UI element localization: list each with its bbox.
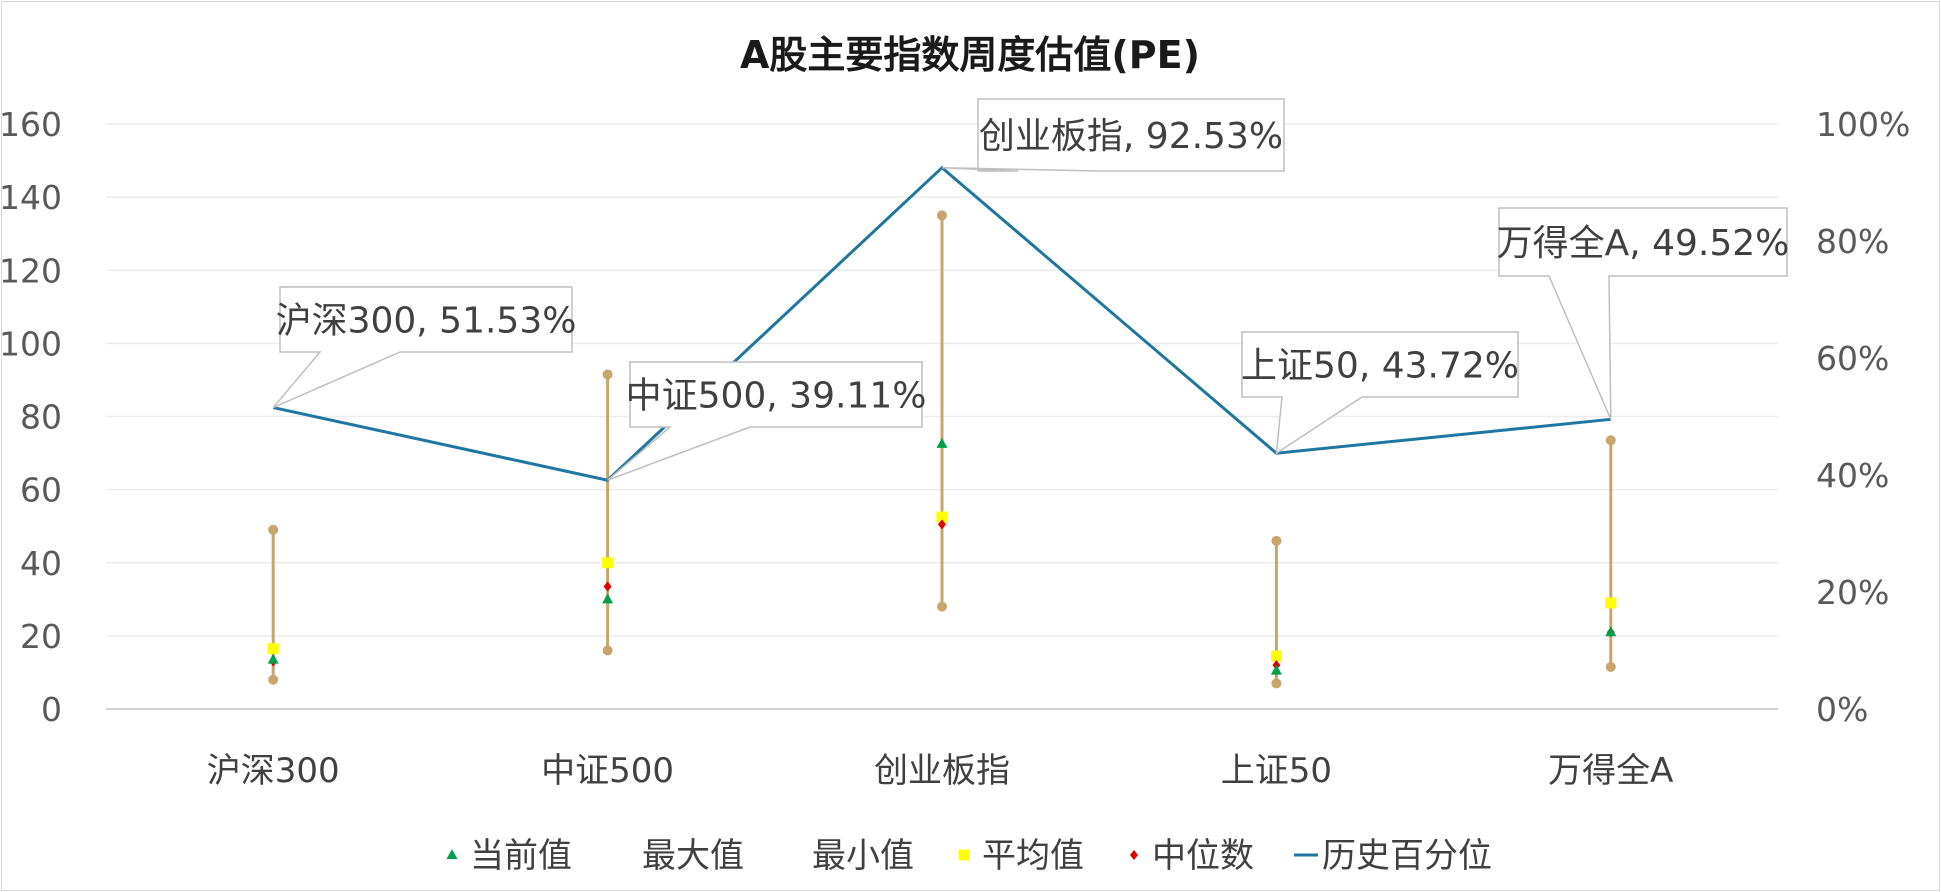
marker-1-1 [602, 369, 613, 380]
legend-swatch [1130, 850, 1138, 860]
marker-0-3 [1270, 664, 1282, 675]
left-tick-label: 160 [2, 105, 62, 144]
marker-1-3 [1271, 535, 1282, 546]
marker-0-1 [602, 593, 614, 604]
left-tick-label: 80 [20, 398, 62, 437]
callout-label: 创业板指, 92.53% [979, 116, 1283, 157]
left-tick-label: 60 [20, 471, 62, 510]
marker-2-3 [1271, 678, 1282, 689]
marker-4-1 [603, 581, 612, 592]
right-tick-label: 100% [1816, 105, 1910, 144]
marker-3-1 [602, 557, 614, 569]
callout-box [607, 361, 923, 481]
marker-2-1 [602, 645, 613, 656]
left-tick-label: 100 [2, 324, 62, 363]
marker-1-2 [937, 210, 947, 221]
marker-3-4 [1605, 597, 1617, 609]
marker-0-2 [936, 437, 948, 448]
legend-label: 最小值 [812, 836, 914, 876]
category-label: 中证500 [541, 751, 674, 791]
right-axis-ticks: 0% 20% 40% 60% 80% 100% [1816, 105, 1910, 729]
category-label: 沪深300 [207, 751, 340, 791]
callout-box [1498, 207, 1788, 420]
callout-label: 沪深300, 51.53% [276, 301, 577, 342]
category-label: 万得全A [1548, 751, 1673, 791]
right-tick-label: 20% [1816, 573, 1889, 612]
legend: 当前值 最大值 最小值 平均值 中位数 历史百分位 [446, 836, 1492, 876]
callout-box [941, 98, 1285, 172]
category-label: 创业板指 [874, 751, 1010, 791]
category-label: 上证50 [1221, 751, 1332, 791]
marker-3-2 [936, 511, 948, 523]
callout-box [1241, 331, 1519, 455]
right-tick-label: 80% [1816, 222, 1889, 261]
marker-0-4 [1605, 626, 1617, 637]
callout-label: 中证500, 39.11% [626, 376, 927, 417]
legend-swatch [958, 849, 970, 861]
callout-label: 万得全A, 49.52% [1497, 223, 1790, 264]
callout-box [272, 286, 573, 409]
left-tick-label: 40 [20, 544, 62, 583]
range-bars [271, 215, 1613, 684]
callout-labels: 沪深300, 51.53% 中证500, 39.11% 创业板指, 92.53% 上证… [272, 98, 1790, 481]
marker-1-0 [268, 524, 279, 535]
left-axis-ticks: 0 20 40 60 80 100 120 140 160 [2, 105, 62, 729]
marker-1-4 [1605, 435, 1616, 446]
right-tick-label: 60% [1816, 339, 1889, 378]
legend-label: 历史百分位 [1322, 836, 1492, 876]
marker-2-0 [268, 674, 279, 685]
right-tick-label: 0% [1816, 690, 1868, 729]
callout-label: 上证50, 43.72% [1241, 346, 1519, 387]
marker-2-2 [937, 601, 947, 612]
legend-label: 当前值 [470, 836, 572, 876]
marker-3-0 [267, 643, 279, 655]
marker-0-0 [267, 653, 279, 664]
marker-2-4 [1605, 661, 1616, 672]
category-labels: 沪深300 中证500 创业板指 上证50 万得全A [207, 751, 1674, 791]
legend-label: 中位数 [1152, 836, 1254, 876]
left-tick-label: 0 [41, 690, 62, 729]
data-markers [267, 210, 1617, 689]
left-tick-label: 20 [20, 617, 62, 656]
legend-label: 最大值 [642, 836, 744, 876]
right-tick-label: 40% [1816, 456, 1889, 495]
legend-label: 平均值 [982, 836, 1084, 876]
left-tick-label: 140 [2, 178, 62, 217]
marker-4-2 [938, 519, 946, 530]
legend-swatch [446, 849, 458, 859]
marker-3-3 [1270, 650, 1282, 662]
chart-title: A股主要指数周度估值(PE) [740, 33, 1200, 77]
left-tick-label: 120 [2, 251, 62, 290]
